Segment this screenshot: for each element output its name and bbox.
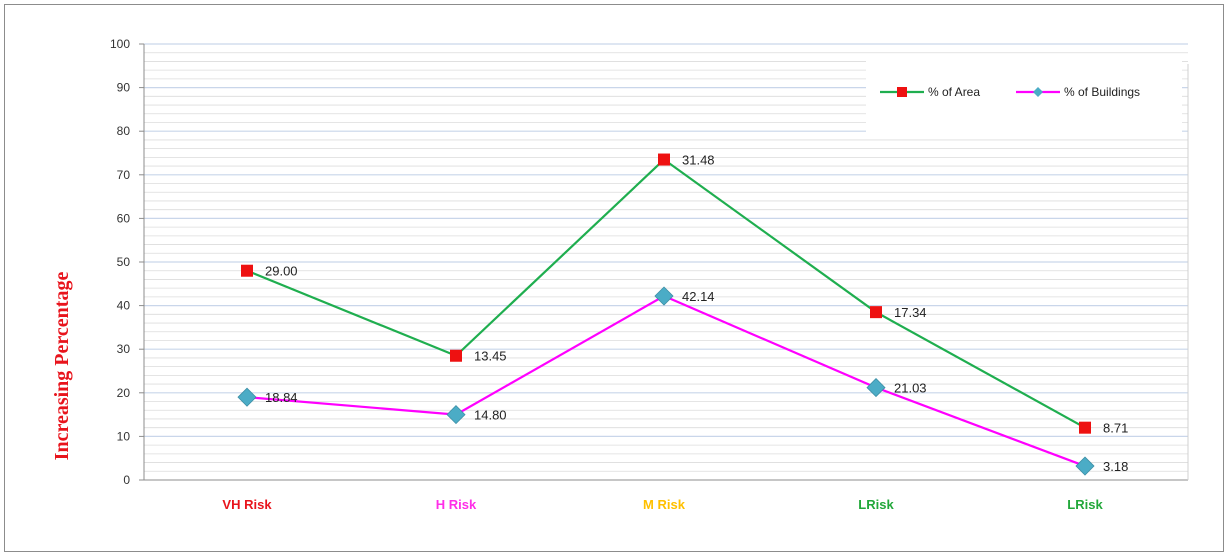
legend-entry: % of Area — [928, 85, 980, 99]
y-tick-label: 30 — [117, 342, 131, 356]
y-tick-label: 100 — [110, 37, 130, 51]
category-label: M Risk — [643, 497, 686, 512]
data-label: 3.18 — [1103, 459, 1128, 474]
data-label: 17.34 — [894, 305, 927, 320]
axes: 0 10 20 30 40 50 60 70 80 90 100 — [110, 37, 1189, 487]
category-labels: VH Risk H Risk M Risk LRisk LRisk — [222, 497, 1103, 512]
legend-marker-square — [897, 87, 907, 97]
y-tick-label: 20 — [117, 386, 131, 400]
data-label: 8.71 — [1103, 421, 1128, 436]
area-point-marker — [450, 349, 462, 362]
area-point-marker — [870, 306, 882, 319]
data-label: 14.80 — [474, 408, 507, 423]
legend-entry: % of Buildings — [1064, 85, 1140, 99]
data-label: 18.84 — [265, 390, 298, 405]
data-labels: 29.00 13.45 31.48 17.34 8.71 18.84 14.80 42.14 2… — [265, 153, 1128, 475]
buildings-point-marker — [446, 405, 466, 425]
area-point-marker — [1079, 421, 1091, 434]
category-label: LRisk — [1067, 497, 1103, 512]
category-label: LRisk — [858, 497, 894, 512]
legend: % of Area % of Buildings — [866, 54, 1182, 132]
data-label: 21.03 — [894, 381, 927, 396]
grid-lines — [144, 43, 1188, 472]
y-tick-label: 90 — [117, 81, 131, 95]
category-label: H Risk — [436, 497, 477, 512]
buildings-point-marker — [237, 387, 257, 407]
y-axis-label: Increasing Percentage — [51, 272, 73, 461]
y-tick-label: 70 — [117, 168, 131, 182]
data-label: 42.14 — [682, 289, 715, 304]
area-point-marker — [658, 153, 670, 166]
data-label: 29.00 — [265, 264, 298, 279]
y-tick-label: 10 — [117, 429, 131, 443]
series-markers — [237, 153, 1095, 476]
category-label: VH Risk — [222, 497, 272, 512]
y-tick-label: 40 — [117, 299, 131, 313]
y-tick-label: 50 — [117, 255, 131, 269]
buildings-point-marker — [866, 378, 886, 398]
buildings-point-marker — [1075, 456, 1095, 476]
buildings-point-marker — [654, 286, 674, 306]
data-label: 13.45 — [474, 349, 507, 364]
legend-marker-diamond — [1033, 87, 1043, 97]
series-lines — [246, 158, 1086, 468]
area-point-marker — [241, 264, 253, 277]
y-tick-label: 60 — [117, 211, 131, 225]
y-tick-label: 0 — [123, 473, 130, 487]
data-label: 31.48 — [682, 153, 715, 168]
y-tick-label: 80 — [117, 124, 131, 138]
